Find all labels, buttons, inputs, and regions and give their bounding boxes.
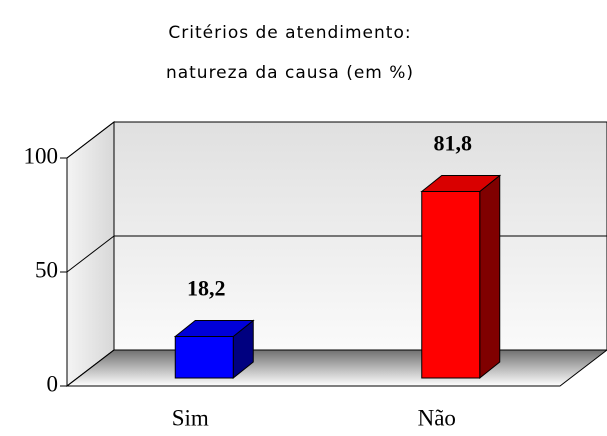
y-tick-label: 0 xyxy=(47,371,59,396)
x-tick-label: Sim xyxy=(172,405,209,430)
bar xyxy=(421,190,481,379)
chart-subtitle: natureza da causa (em %) xyxy=(166,63,414,83)
grid-line xyxy=(66,235,115,273)
walls xyxy=(65,120,607,388)
data-label: 18,2 xyxy=(187,276,226,301)
grid-line xyxy=(66,349,115,387)
chart-title: Critérios de atendimento: xyxy=(168,23,411,43)
bar xyxy=(174,336,234,379)
y-tick-label: 100 xyxy=(24,143,59,168)
floor xyxy=(65,349,607,387)
bar-side xyxy=(479,174,501,380)
grid-line xyxy=(66,121,115,159)
y-tick-label: 50 xyxy=(35,257,58,282)
data-label: 81,8 xyxy=(434,131,473,156)
x-tick-label: Não xyxy=(418,405,456,430)
